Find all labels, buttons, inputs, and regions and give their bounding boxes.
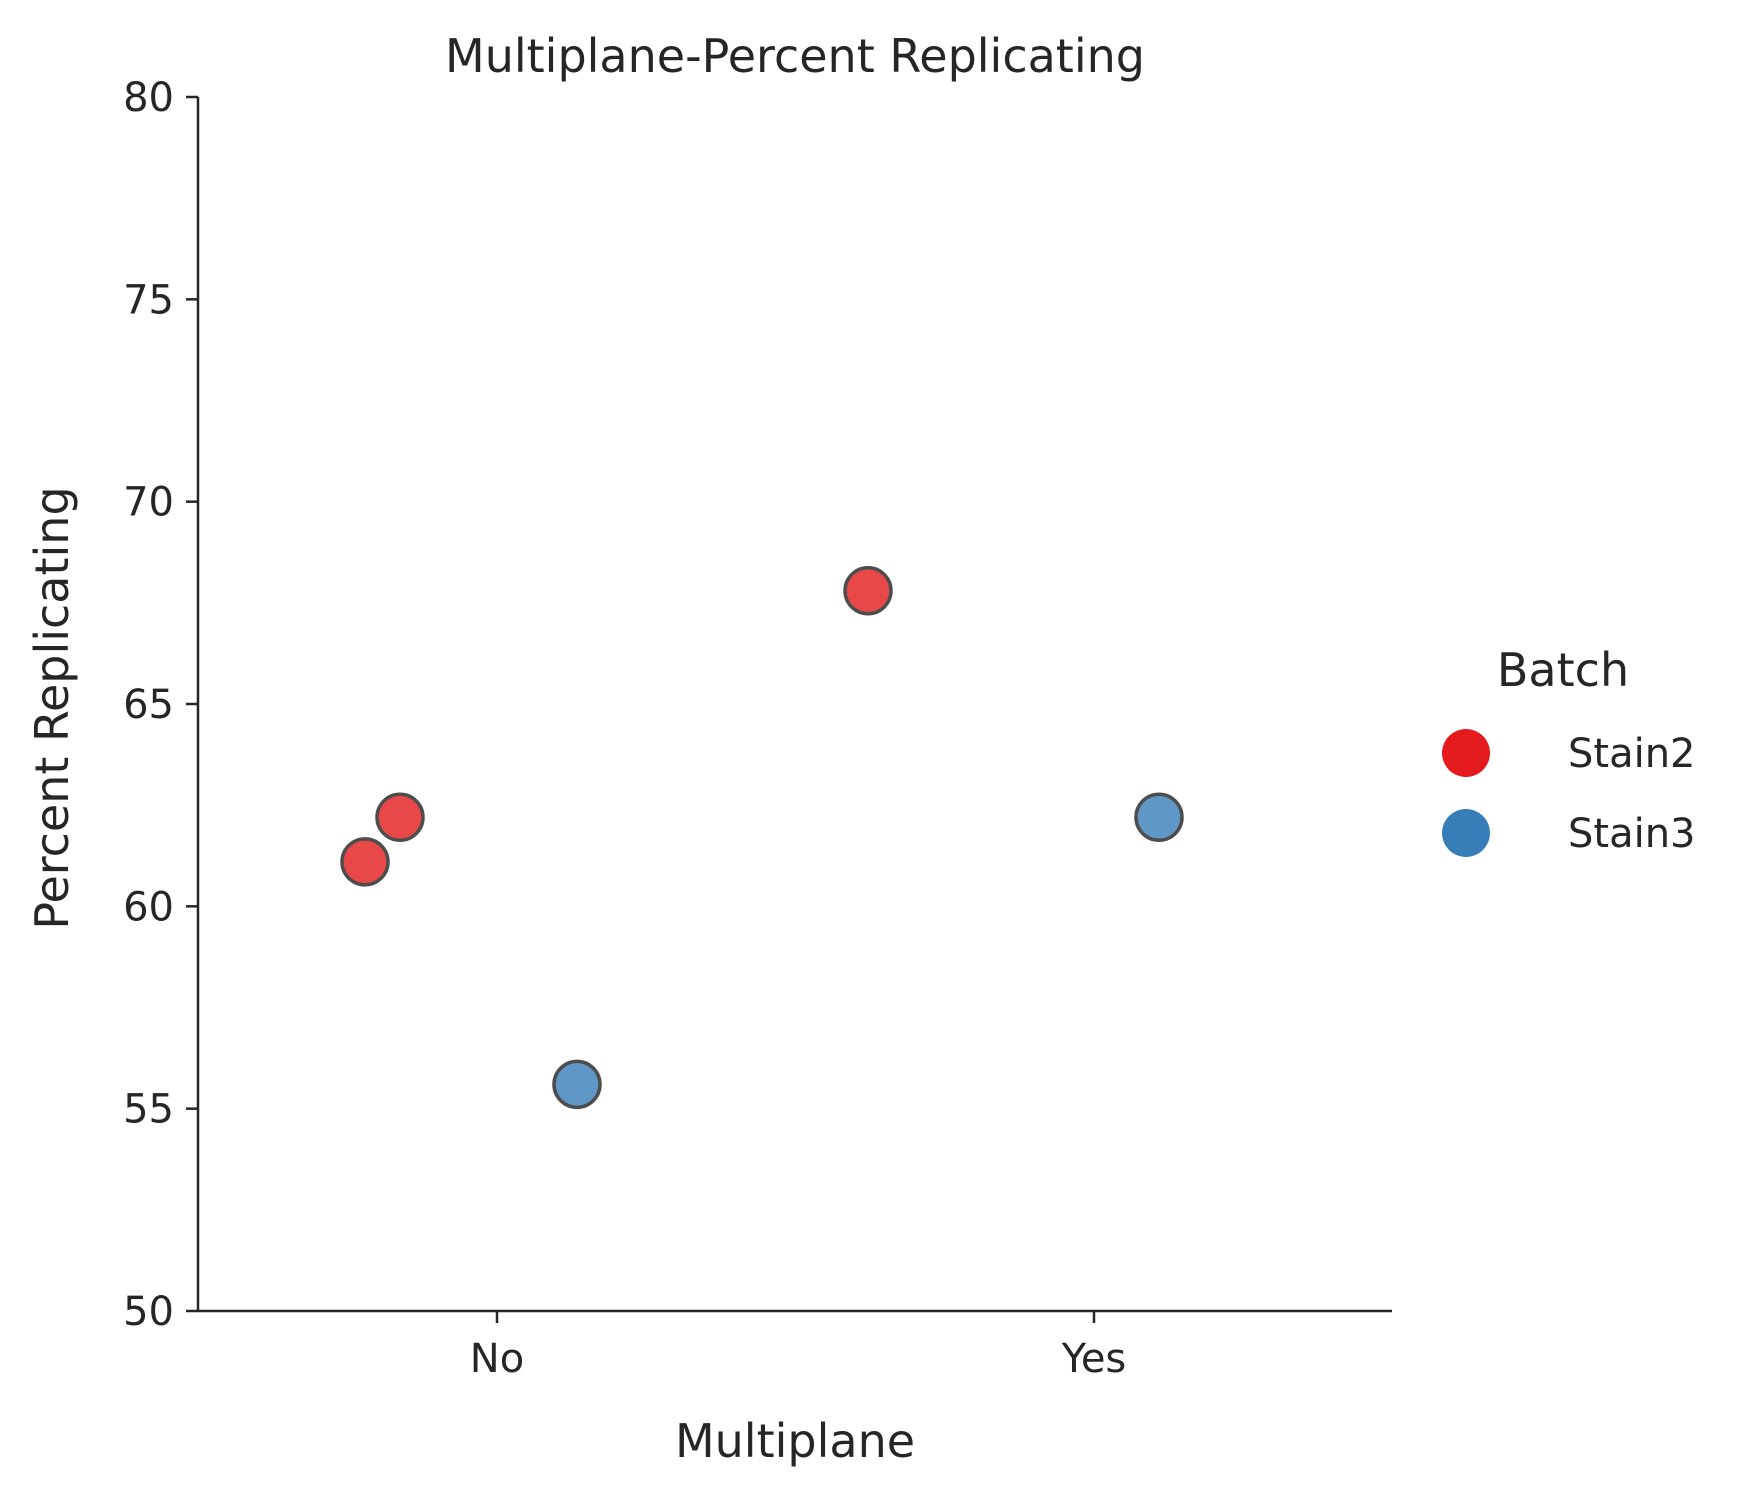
x-tick-label: Yes <box>1061 1336 1127 1382</box>
data-point-stain3 <box>1134 792 1184 843</box>
data-points <box>340 565 1184 1110</box>
legend-title: Batch <box>1497 643 1629 697</box>
data-point-stain2 <box>375 792 425 843</box>
data-point-stain2 <box>340 837 390 887</box>
data-point-stain2 <box>843 565 893 616</box>
y-tick-label: 80 <box>123 75 174 121</box>
y-tick-label: 70 <box>123 480 174 526</box>
chart-title: Multiplane-Percent Replicating <box>445 29 1145 83</box>
x-tick-label: No <box>470 1336 524 1382</box>
y-axis: 50 55 60 65 70 75 80 <box>123 75 200 1335</box>
legend: Batch Stain2 Stain3 <box>1442 643 1696 857</box>
y-axis-title: Percent Replicating <box>25 486 79 929</box>
data-point-stain3 <box>552 1059 602 1110</box>
x-axis: No Yes <box>198 1309 1392 1382</box>
y-tick-label: 65 <box>123 682 174 728</box>
legend-label-stain2: Stain2 <box>1568 731 1696 777</box>
legend-marker-stain3 <box>1442 809 1490 857</box>
y-tick-label: 50 <box>123 1289 174 1335</box>
y-tick-label: 75 <box>123 277 174 323</box>
legend-label-stain3: Stain3 <box>1568 811 1696 857</box>
x-axis-title: Multiplane <box>675 1414 915 1468</box>
legend-marker-stain2 <box>1442 729 1490 777</box>
y-tick-label: 55 <box>123 1087 174 1133</box>
y-tick-label: 60 <box>123 884 174 930</box>
